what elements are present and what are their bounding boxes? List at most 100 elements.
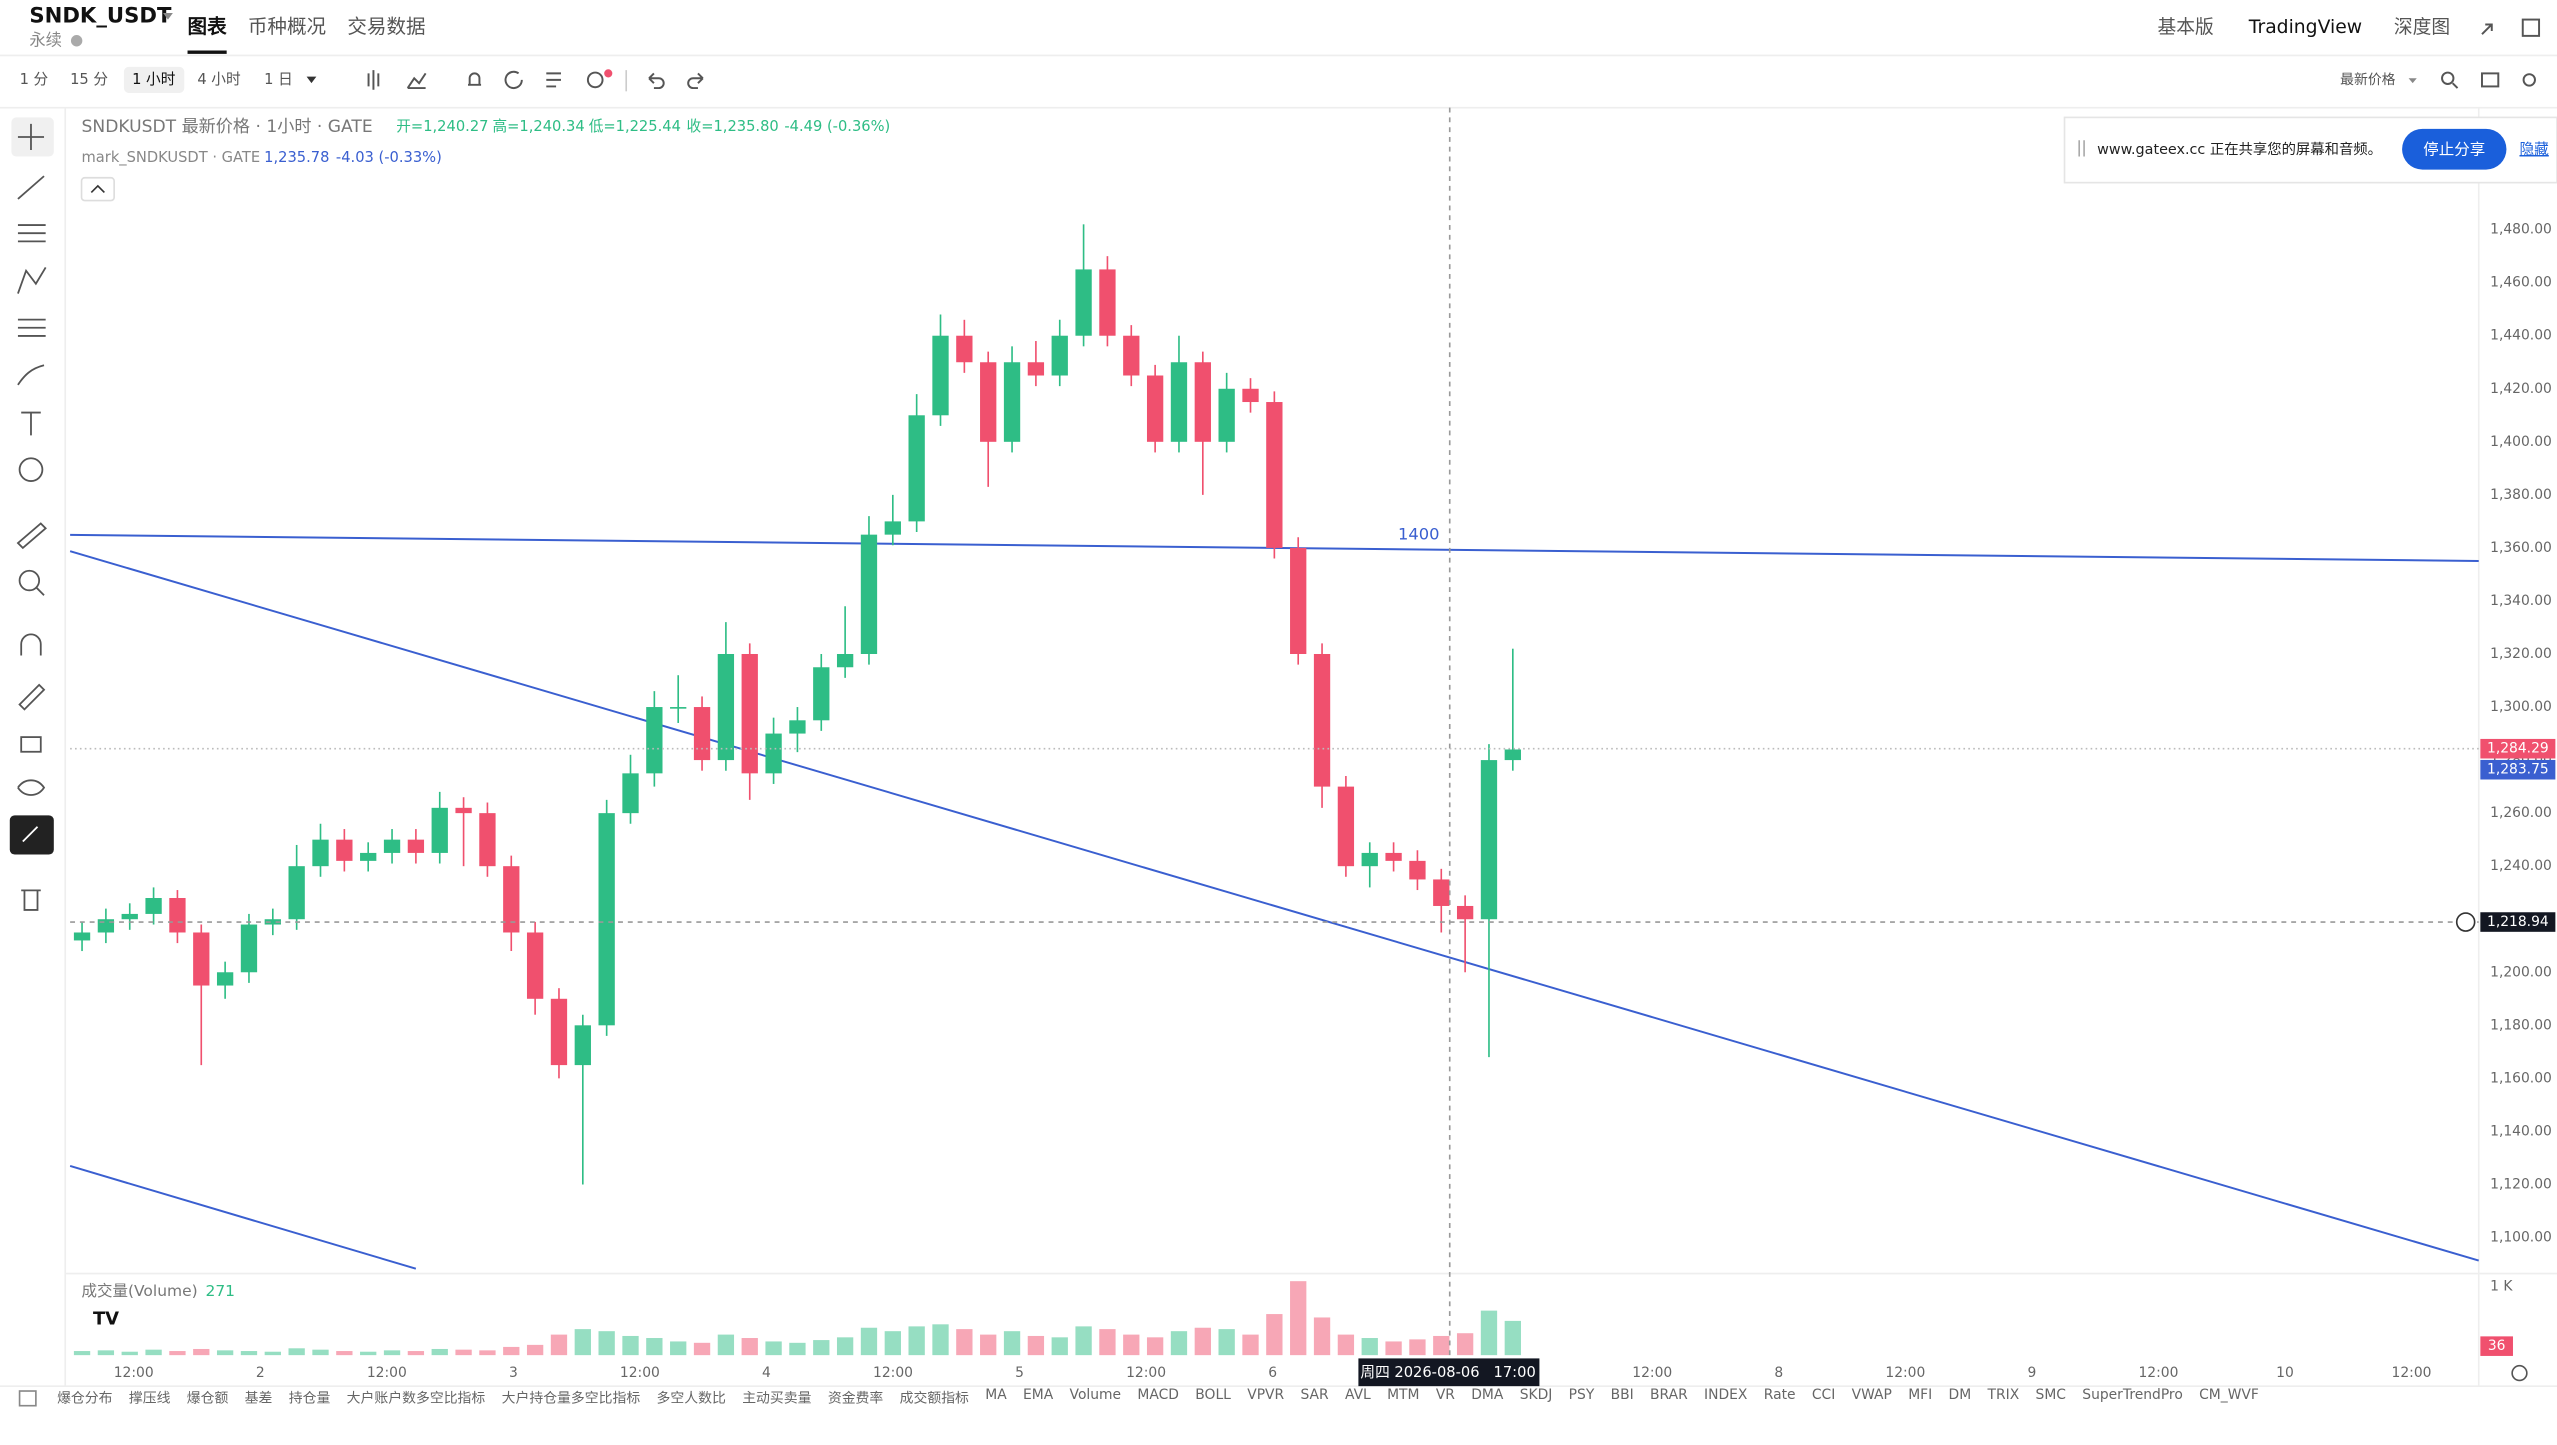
dropdown-caret (163, 13, 173, 20)
indicator[interactable]: MFI (1908, 1387, 1933, 1405)
header-link[interactable]: 基本版 (2157, 16, 2214, 38)
indicator[interactable]: DM (1948, 1387, 1972, 1405)
y-tick-label: 1,440.00 (2490, 328, 2552, 344)
volume-bar (1433, 1335, 1450, 1356)
indicator[interactable]: 基差 (244, 1391, 273, 1408)
candle-body (574, 1025, 591, 1066)
volume-bar (598, 1331, 615, 1356)
indicator[interactable]: 撑压线 (128, 1391, 171, 1408)
indicator[interactable]: VWAP (1851, 1387, 1892, 1405)
x-tick-label: 5 (1015, 1365, 1024, 1381)
add-alert[interactable] (2455, 912, 2476, 932)
indicator[interactable]: BOLL (1195, 1387, 1231, 1405)
indicator[interactable]: SMC (2035, 1387, 2066, 1405)
x-tick-label: 3 (509, 1365, 518, 1381)
indicator[interactable]: VPVR (1247, 1387, 1285, 1405)
indicator[interactable]: 主动买卖量 (742, 1391, 812, 1408)
volume-bar (479, 1350, 496, 1356)
panel-icon[interactable] (18, 1390, 37, 1407)
drawing-label: 1400 (1398, 524, 1439, 543)
interval[interactable]: 1 分 (20, 71, 49, 88)
volume-bar (622, 1335, 639, 1356)
indicator[interactable]: Volume (1069, 1387, 1122, 1405)
x-tick-label: 4 (762, 1365, 771, 1381)
volume-bar (813, 1340, 830, 1356)
x-tick-label: 12:00 (2392, 1365, 2432, 1381)
indicator[interactable]: MA (985, 1387, 1007, 1405)
candle-body (693, 707, 711, 761)
price-source[interactable]: 最新价格 (2340, 72, 2396, 88)
mark-title: mark_SNDKUSDT · GATE (82, 149, 261, 166)
x-tick-label: 9 (2027, 1365, 2036, 1381)
tab[interactable]: 图表 (188, 15, 228, 38)
interval[interactable]: 15 分 (70, 71, 108, 88)
candle-body (598, 813, 615, 1026)
trend-line (69, 550, 2480, 1262)
x-tick-label: 12:00 (873, 1365, 913, 1381)
volume-bar (1099, 1329, 1116, 1356)
indicator[interactable]: 大户持仓量多空比指标 (501, 1391, 641, 1408)
volume-bar (1361, 1338, 1378, 1356)
candle-body (670, 707, 687, 709)
volume-bar (574, 1329, 591, 1356)
indicator[interactable]: 资金费率 (827, 1391, 884, 1408)
y-tick-label: 1,160.00 (2490, 1070, 2552, 1086)
volume-bar (526, 1344, 544, 1356)
indicator[interactable]: PSY (1568, 1387, 1595, 1405)
interval[interactable]: 1 小时 (132, 71, 176, 88)
candle-body (622, 773, 639, 814)
indicator[interactable]: SuperTrendPro (2082, 1387, 2183, 1405)
candle-body (1361, 852, 1378, 867)
x-tick-label: 12:00 (2138, 1365, 2178, 1381)
indicator[interactable]: BBI (1610, 1387, 1634, 1405)
price-badge-label: 1,218.94 (2487, 914, 2549, 930)
indicator[interactable]: Rate (1763, 1387, 1796, 1405)
indicator[interactable]: 成交额指标 (899, 1391, 969, 1408)
volume-bar (1504, 1320, 1521, 1356)
interval[interactable]: 4 小时 (197, 71, 241, 88)
tab[interactable]: 币种概况 (248, 15, 326, 38)
candle-body (336, 839, 353, 861)
candle-body (288, 866, 305, 920)
indicator[interactable]: BRAR (1650, 1387, 1688, 1405)
candle-body (860, 534, 878, 654)
chart: 1400 (69, 224, 2480, 1356)
volume-bar (1480, 1310, 1498, 1356)
header-link[interactable]: 深度图 (2394, 16, 2450, 38)
indicator[interactable]: 爆仓分布 (57, 1391, 113, 1408)
settings-icon[interactable] (2511, 1364, 2528, 1382)
indicator[interactable]: VR (1435, 1387, 1455, 1405)
y-tick-label: 1,460.00 (2490, 275, 2552, 291)
indicator[interactable]: CM_WVF (2199, 1387, 2259, 1405)
indicator[interactable]: EMA (1023, 1387, 1054, 1405)
indicator[interactable]: AVL (1344, 1387, 1371, 1405)
indicator[interactable]: 多空人数比 (656, 1391, 726, 1408)
collapse-button[interactable] (80, 176, 115, 202)
indicator[interactable]: SAR (1300, 1387, 1329, 1405)
candle-body (741, 653, 758, 774)
tab[interactable]: 交易数据 (347, 15, 425, 38)
stop-share-button[interactable] (2402, 128, 2507, 170)
x-tick-label: 12:00 (1632, 1365, 1672, 1381)
volume-bar (956, 1329, 973, 1356)
indicator[interactable]: MACD (1137, 1387, 1179, 1405)
indicator[interactable]: CCI (1811, 1387, 1836, 1405)
candle-body (1480, 760, 1498, 920)
indicator[interactable]: TRIX (1987, 1387, 2020, 1405)
candle-body (1123, 335, 1140, 376)
symbol[interactable]: SNDK_USDT (29, 2, 172, 27)
indicator[interactable]: 爆仓额 (186, 1391, 229, 1408)
volume-bar (765, 1341, 782, 1356)
indicator[interactable]: SKDJ (1519, 1387, 1553, 1405)
volume-bar (503, 1346, 520, 1356)
header-link[interactable]: TradingView (2248, 17, 2362, 38)
volume-label: 成交量(Volume) (82, 1282, 198, 1300)
indicator[interactable]: MTM (1387, 1387, 1420, 1405)
indicator[interactable]: INDEX (1704, 1387, 1748, 1405)
interval[interactable]: 1 日 (264, 71, 293, 88)
y-tick-label: 1,340.00 (2490, 593, 2552, 609)
hide-link[interactable]: 隐藏 (2519, 141, 2549, 158)
indicator[interactable]: DMA (1471, 1387, 1504, 1405)
indicator[interactable]: 持仓量 (288, 1391, 331, 1408)
indicator[interactable]: 大户账户数多空比指标 (346, 1391, 486, 1408)
